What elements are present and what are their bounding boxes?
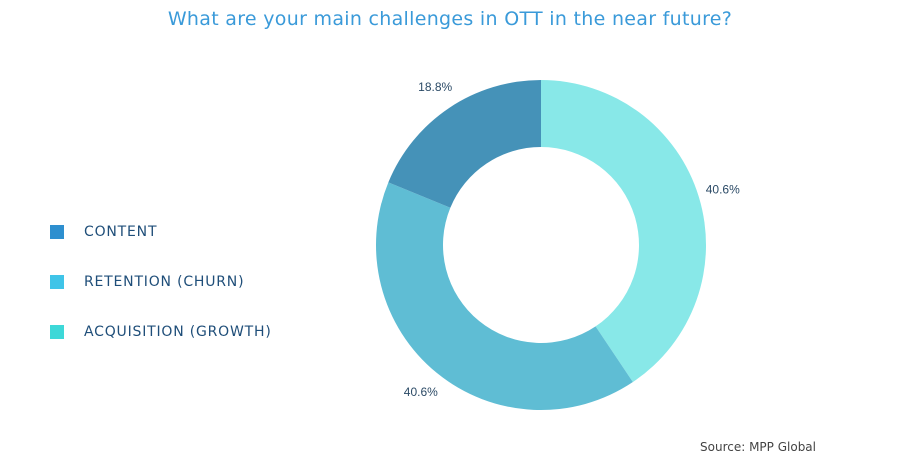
slice-retention	[376, 182, 633, 410]
donut-slices	[376, 80, 706, 410]
legend: CONTENT RETENTION (CHURN) ACQUISITION (G…	[50, 222, 272, 372]
slice-content	[388, 80, 541, 208]
source-note: Source: MPP Global	[700, 440, 816, 454]
legend-item-retention: RETENTION (CHURN)	[50, 272, 272, 292]
slice-label-acquisition: 40.6%	[706, 183, 740, 197]
slice-label-retention: 40.6%	[404, 385, 438, 399]
chart-title: What are your main challenges in OTT in …	[167, 8, 733, 30]
legend-item-content: CONTENT	[50, 222, 272, 242]
legend-label-content: CONTENT	[84, 224, 158, 240]
legend-label-retention: RETENTION (CHURN)	[84, 274, 245, 290]
slice-labels: 40.6% 40.6% 18.8%	[404, 80, 740, 399]
legend-item-acquisition: ACQUISITION (GROWTH)	[50, 322, 272, 342]
slice-label-content: 18.8%	[418, 80, 452, 94]
slice-acquisition	[541, 80, 706, 383]
legend-label-acquisition: ACQUISITION (GROWTH)	[84, 324, 272, 340]
legend-swatch-retention	[50, 275, 64, 289]
legend-swatch-content	[50, 225, 64, 239]
legend-swatch-acquisition	[50, 325, 64, 339]
